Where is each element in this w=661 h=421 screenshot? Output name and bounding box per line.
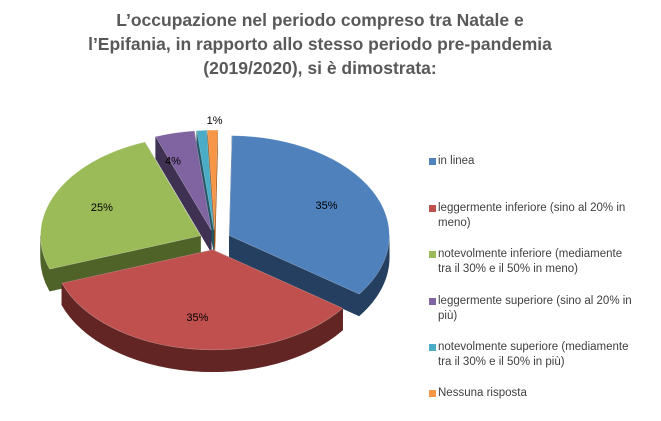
data-label-nessuna-risposta: 1%	[207, 115, 223, 127]
data-label-leggermente-superiore-sino-al-20-in: 4%	[165, 155, 181, 167]
slice-notevolmente-inferiore-mediamente	[40, 141, 201, 270]
legend-swatch	[429, 205, 436, 212]
chart-title-line-3: (2019/2020), si è dimostrata:	[203, 58, 437, 78]
data-label-leggermente-inferiore-sino-al-20-in: 35%	[186, 312, 208, 324]
legend-label: leggermente inferiore (sino al 20% in	[438, 202, 626, 214]
data-label-notevolmente-inferiore-mediamente: 25%	[91, 202, 113, 214]
legend-swatch	[429, 298, 436, 305]
legend-label: notevolmente superiore (mediamente	[438, 341, 629, 353]
legend-swatch	[429, 251, 436, 258]
legend-swatch	[429, 158, 436, 165]
legend-label: notevolmente inferiore (mediamente	[438, 248, 623, 260]
slice-in-linea	[228, 135, 390, 295]
legend-label: Nessuna risposta	[438, 387, 527, 399]
data-label-in-linea: 35%	[316, 200, 338, 212]
pie-data-labels: 35% 35% 25% 4% 1%	[91, 115, 338, 324]
chart-title-line-2: l’Epifania, in rapporto allo stesso peri…	[88, 34, 552, 54]
legend-swatch	[429, 344, 436, 351]
legend-label: tra il 30% e il 50% in meno)	[438, 263, 578, 275]
slice-notevolmente-superiore-mediamente	[196, 129, 215, 231]
chart-title-line-1: L’occupazione nel periodo compreso tra N…	[116, 10, 524, 30]
slice-leggermente-superiore-sino-al-20-in	[155, 130, 212, 231]
legend-label: leggermente superiore (sino al 20% in	[438, 295, 632, 307]
pie-tops	[40, 129, 390, 351]
legend-swatch	[429, 390, 436, 397]
chart-title: L’occupazione nel periodo compreso tra N…	[40, 8, 600, 80]
slice-leggermente-inferiore-sino-al-20-in	[61, 249, 344, 351]
legend-label: più)	[438, 310, 458, 322]
legend-label: meno)	[438, 217, 471, 229]
legend-label: in linea	[438, 155, 475, 167]
legend-label: tra il 30% e il 50% in più)	[438, 356, 565, 368]
slice-nessuna-risposta	[207, 129, 218, 231]
